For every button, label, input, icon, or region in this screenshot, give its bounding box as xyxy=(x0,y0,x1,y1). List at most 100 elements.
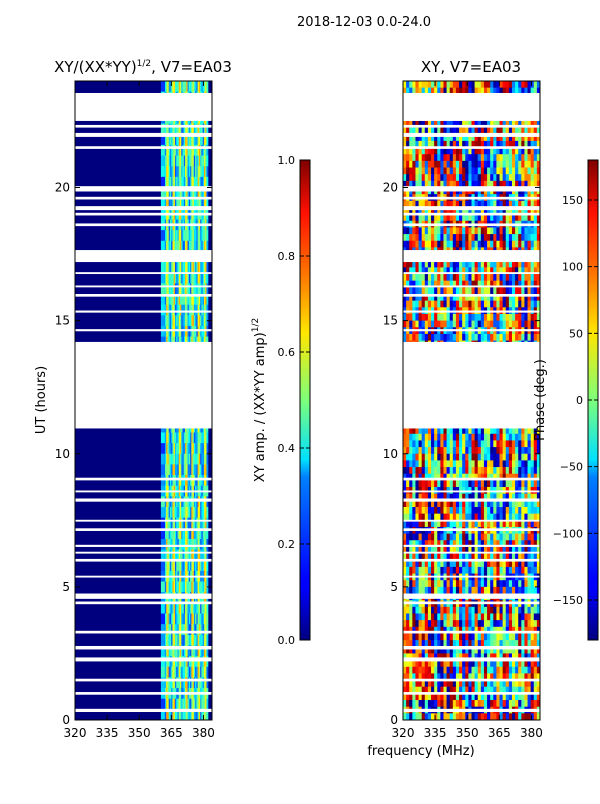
heat-cell xyxy=(206,262,208,273)
heat-cell xyxy=(206,156,208,167)
colorbar-tick-label: 0.6 xyxy=(278,346,296,359)
y-tick-label: 20 xyxy=(55,181,70,195)
flagged-gap xyxy=(75,125,212,128)
flagged-gap xyxy=(75,692,212,695)
heat-cell xyxy=(206,326,208,337)
x-tick-label: 380 xyxy=(192,726,215,740)
flagged-gap xyxy=(75,559,212,562)
amp-colorbar-label: XY amp. / (XX*YY amp)1/2 xyxy=(251,318,268,482)
heat-cell xyxy=(206,667,208,678)
heat-cell xyxy=(161,454,165,465)
flagged-gap xyxy=(75,545,212,547)
flagged-gap xyxy=(75,133,212,137)
x-tick-label: 335 xyxy=(96,726,119,740)
heat-cell xyxy=(206,81,208,92)
heat-cell xyxy=(206,166,208,177)
y-tick-label: 15 xyxy=(55,314,70,328)
flagged-gap xyxy=(75,679,212,682)
heat-cell xyxy=(161,539,165,550)
colorbar-tick-label: 1.0 xyxy=(278,154,296,167)
flagged-gap xyxy=(75,285,212,287)
x-tick-label: 365 xyxy=(160,726,183,740)
heat-cell xyxy=(206,624,208,635)
heat-cell xyxy=(161,560,165,571)
heat-cell xyxy=(161,262,165,273)
heat-cell xyxy=(161,496,165,507)
heat-cell xyxy=(161,432,165,443)
heat-cell xyxy=(206,699,208,710)
flagged-gap xyxy=(75,206,212,210)
heat-cell xyxy=(161,518,165,529)
figure-suptitle: 2018-12-03 0.0-24.0 xyxy=(297,15,431,30)
heat-cell xyxy=(206,230,208,241)
heat-cell xyxy=(161,582,165,593)
heat-cell xyxy=(206,614,208,625)
heat-cell xyxy=(206,475,208,486)
right-panel-title: XY, V7=EA03 xyxy=(421,58,521,76)
heat-cell xyxy=(161,475,165,486)
colorbar-tick-label: 0.8 xyxy=(278,250,296,263)
heat-cell xyxy=(206,432,208,443)
heat-cell xyxy=(161,230,165,241)
flagged-gap xyxy=(75,250,212,262)
heat-cell xyxy=(206,518,208,529)
flagged-gap xyxy=(75,223,212,226)
x-tick-label: 320 xyxy=(64,726,87,740)
flagged-gap xyxy=(75,294,212,297)
heat-cell xyxy=(206,443,208,454)
flagged-gap xyxy=(75,528,212,531)
heat-cell xyxy=(161,614,165,625)
flagged-gap xyxy=(75,498,212,501)
heat-cell xyxy=(206,539,208,550)
heat-cell xyxy=(206,273,208,284)
y-tick-label: 10 xyxy=(55,447,70,461)
x-tick-label: 350 xyxy=(128,726,151,740)
heat-cell xyxy=(161,315,165,326)
heat-cell xyxy=(206,635,208,646)
flagged-gap xyxy=(75,311,212,313)
heat-cell xyxy=(161,305,165,316)
left-ylabel: UT (hours) xyxy=(34,366,49,434)
heat-cell xyxy=(206,283,208,294)
colorbar-tick-label: 0.2 xyxy=(278,538,296,551)
amp-colorbar xyxy=(300,160,310,640)
flagged-gap xyxy=(75,146,212,149)
y-tick-label: 5 xyxy=(62,580,70,594)
heat-cell xyxy=(161,603,165,614)
colorbar-tick-label: 0.0 xyxy=(278,634,296,647)
heat-cell xyxy=(161,443,165,454)
flagged-gap xyxy=(75,709,212,712)
flagged-gap xyxy=(75,272,212,274)
flagged-gap xyxy=(75,576,212,578)
heat-cell xyxy=(161,667,165,678)
flagged-gap xyxy=(75,197,212,200)
flagged-gap xyxy=(75,520,212,522)
heat-cell xyxy=(161,156,165,167)
flagged-gap xyxy=(75,93,212,121)
flagged-gap xyxy=(75,329,212,331)
heat-cell xyxy=(161,699,165,710)
heat-cell xyxy=(161,81,165,92)
heat-cell xyxy=(206,496,208,507)
heat-cell xyxy=(161,283,165,294)
heat-cell xyxy=(206,560,208,571)
heat-cell xyxy=(161,166,165,177)
heat-cell xyxy=(161,273,165,284)
heat-cell xyxy=(206,454,208,465)
heat-cell xyxy=(206,305,208,316)
flagged-gap xyxy=(75,342,212,429)
heat-cell xyxy=(206,507,208,518)
flagged-gap xyxy=(75,657,212,661)
flagged-gap xyxy=(75,213,212,216)
colorbar-tick-label: 0.4 xyxy=(278,442,296,455)
flagged-gap xyxy=(75,552,212,554)
flagged-gap xyxy=(75,490,212,492)
flagged-gap xyxy=(75,594,212,599)
flagged-gap xyxy=(75,646,212,649)
heat-cell xyxy=(161,464,165,475)
heat-cell xyxy=(206,603,208,614)
flagged-gap xyxy=(75,186,212,191)
heat-cell xyxy=(161,326,165,337)
heat-cell xyxy=(161,507,165,518)
